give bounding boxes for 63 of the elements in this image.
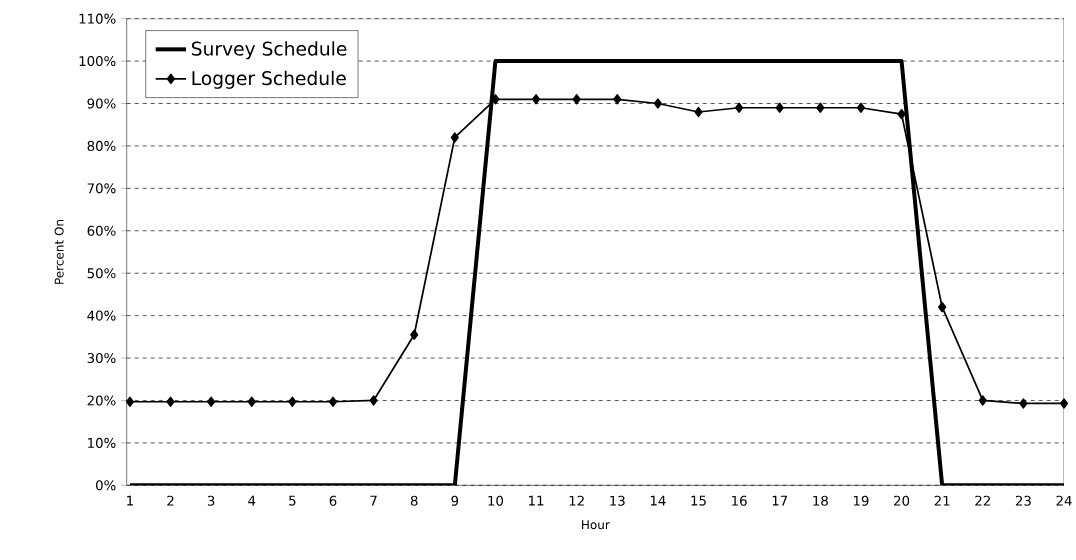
- point: [1059, 398, 1069, 409]
- point: [978, 395, 987, 406]
- point: [410, 329, 419, 340]
- x-tick-label: 5: [289, 495, 296, 506]
- x-axis-title: Hour: [582, 520, 610, 530]
- point: [613, 94, 622, 105]
- x-tick-label: 14: [650, 495, 666, 506]
- y-tick-label: 20%: [87, 395, 116, 406]
- y-tick-label: 0%: [96, 480, 116, 491]
- legend-label: Survey Schedule: [191, 41, 347, 60]
- y-axis-title: Percent On: [54, 220, 64, 284]
- x-tick-label: 23: [1015, 495, 1031, 506]
- x-tick-label: 24: [1056, 495, 1072, 506]
- x-tick-label: 8: [410, 495, 418, 506]
- point: [653, 98, 662, 109]
- point: [531, 94, 541, 105]
- x-tick-label: 9: [451, 495, 459, 506]
- x-tick-label: 21: [934, 495, 950, 506]
- x-tick-label: 22: [975, 495, 990, 506]
- point: [856, 102, 866, 113]
- x-tick-label: 18: [813, 495, 828, 506]
- y-tick-label: 80%: [87, 140, 116, 151]
- point: [288, 396, 297, 407]
- x-tick-label: 1: [127, 495, 133, 506]
- point: [938, 302, 947, 313]
- x-tick-label: 12: [569, 495, 584, 506]
- x-tick-label: 17: [772, 495, 788, 506]
- x-tick-label: 20: [894, 495, 910, 506]
- x-tick-label: 7: [370, 495, 377, 506]
- point: [328, 396, 338, 407]
- point: [207, 396, 216, 407]
- point: [735, 102, 744, 113]
- x-tick-label: 11: [529, 495, 544, 506]
- point: [247, 396, 256, 407]
- point: [1019, 398, 1028, 409]
- y-tick-label: 10%: [88, 437, 116, 448]
- point: [816, 102, 825, 113]
- point: [450, 132, 459, 143]
- y-tick-label: 70%: [87, 183, 116, 194]
- y-tick-label: 30%: [87, 352, 116, 364]
- point: [897, 108, 906, 120]
- point: [125, 396, 134, 407]
- y-tick-label: 50%: [87, 268, 116, 279]
- x-tick-label: 2: [167, 495, 174, 506]
- x-tick-label: 6: [329, 495, 337, 506]
- x-tick-label: 15: [691, 495, 706, 506]
- y-tick-label: 100%: [79, 56, 116, 67]
- point: [694, 106, 703, 118]
- y-tick-label: 90%: [87, 98, 116, 109]
- x-tick-label: 10: [488, 495, 504, 506]
- point: [775, 102, 784, 113]
- point: [369, 395, 378, 406]
- point: [166, 396, 175, 407]
- x-tick-label: 3: [207, 495, 215, 506]
- y-tick-label: 60%: [87, 225, 116, 236]
- x-tick-label: 16: [732, 495, 747, 506]
- x-tick-label: 13: [610, 495, 625, 506]
- x-tick-label: 19: [853, 495, 869, 506]
- y-tick-label: 110%: [79, 13, 116, 24]
- x-tick-label: 4: [248, 495, 256, 506]
- point: [572, 94, 581, 105]
- y-tick-label: 40%: [87, 310, 116, 321]
- legend-label: Logger Schedule: [192, 70, 346, 89]
